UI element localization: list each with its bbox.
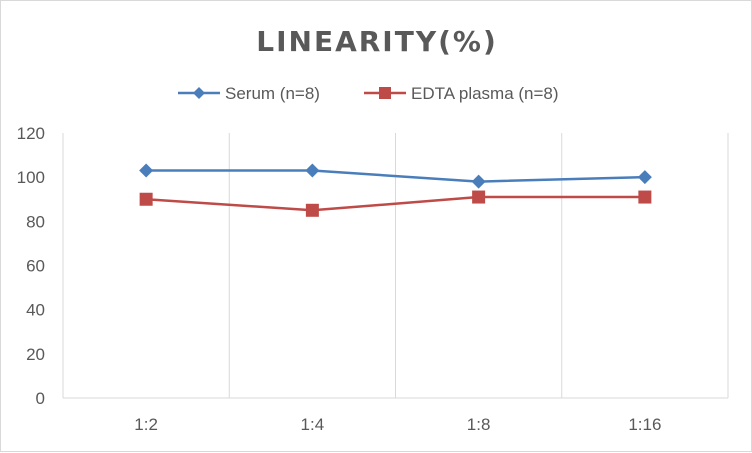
- data-point-edta-plasma-n-8: [472, 190, 486, 204]
- y-tick-label: 100: [17, 168, 45, 187]
- data-point-serum-n-8: [471, 174, 486, 189]
- series-markers: [139, 163, 652, 217]
- x-tick-label: 1:8: [467, 415, 491, 434]
- legend-label-edta-plasma: EDTA plasma (n=8): [411, 84, 559, 103]
- data-point-edta-plasma-n-8: [305, 203, 319, 217]
- legend-item-serum: Serum (n=8): [178, 84, 320, 103]
- grid-lines: [62, 133, 729, 398]
- series-line-edta-plasma-n-8: [146, 195, 645, 212]
- data-point-serum-n-8: [305, 163, 320, 178]
- x-tick-label: 1:16: [628, 415, 661, 434]
- x-tick-label: 1:4: [301, 415, 325, 434]
- y-axis: 0 20 40 60 80 100 120: [17, 124, 45, 408]
- x-tick-label: 1:2: [134, 415, 158, 434]
- y-tick-label: 40: [26, 301, 45, 320]
- y-tick-label: 20: [26, 345, 45, 364]
- data-point-edta-plasma-n-8: [638, 190, 652, 204]
- data-point-edta-plasma-n-8: [139, 192, 153, 206]
- series-line-serum-n-8: [146, 169, 645, 183]
- series-lines: [146, 169, 645, 212]
- legend-marker-edta-plasma: [379, 87, 391, 99]
- legend-label-serum: Serum (n=8): [225, 84, 320, 103]
- data-point-serum-n-8: [139, 163, 154, 178]
- y-tick-label: 0: [36, 389, 45, 408]
- legend-marker-serum: [193, 87, 205, 99]
- y-tick-label: 80: [26, 212, 45, 231]
- x-axis: 1:2 1:4 1:8 1:16: [63, 397, 728, 434]
- legend-item-edta-plasma: EDTA plasma (n=8): [364, 84, 559, 103]
- y-tick-label: 60: [26, 257, 45, 276]
- chart-title: LINEARITY(%): [256, 25, 498, 58]
- data-point-serum-n-8: [637, 170, 652, 185]
- legend: Serum (n=8) EDTA plasma (n=8): [178, 84, 559, 103]
- y-tick-label: 120: [17, 124, 45, 143]
